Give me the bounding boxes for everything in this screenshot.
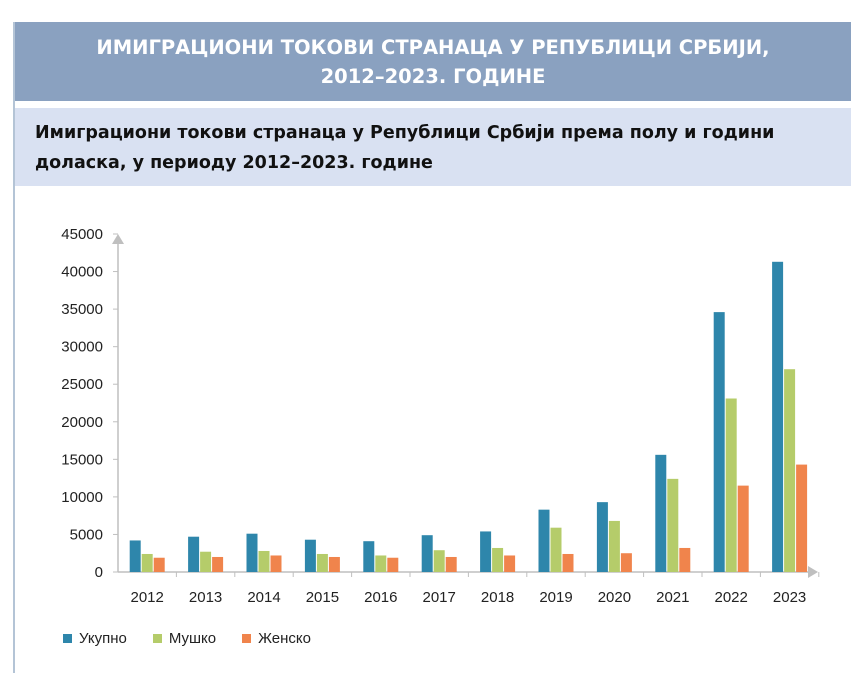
bar-3-2018 — [504, 555, 516, 572]
page-title-line2: 2012–2023. ГОДИНЕ — [320, 65, 546, 88]
x-tick-label: 2012 — [131, 589, 164, 606]
bar-2-2021 — [667, 478, 679, 572]
x-tick-label: 2016 — [364, 589, 397, 606]
bar-1-2017 — [421, 535, 433, 572]
bar-2-2019 — [550, 527, 562, 572]
bar-3-2017 — [445, 556, 457, 572]
bar-2-2015 — [316, 553, 328, 572]
chart-subtitle-box: Имиграциони токови странаца у Републици … — [15, 108, 851, 186]
y-tick-label: 45000 — [61, 226, 103, 243]
bar-1-2020 — [596, 502, 608, 572]
x-tick-label: 2015 — [306, 589, 339, 606]
x-tick-label: 2021 — [656, 589, 689, 606]
bar-2-2023 — [784, 369, 796, 572]
x-tick-label: 2020 — [598, 589, 631, 606]
legend-label: Женско — [258, 630, 311, 647]
bar-3-2021 — [679, 547, 691, 572]
bar-3-2023 — [796, 464, 808, 572]
y-tick-label: 25000 — [61, 376, 103, 393]
y-tick-label: 20000 — [61, 414, 103, 431]
chart-subtitle-line2: доласка, у периоду 2012–2023. године — [35, 153, 433, 173]
legend-swatch — [152, 634, 162, 643]
x-tick-label: 2023 — [773, 589, 806, 606]
y-tick-label: 0 — [95, 564, 103, 581]
bar-3-2013 — [212, 556, 224, 572]
x-tick-label: 2022 — [715, 589, 748, 606]
bar-1-2014 — [246, 533, 258, 572]
y-tick-label: 30000 — [61, 339, 103, 356]
bar-2-2012 — [141, 553, 153, 572]
bar-1-2021 — [655, 454, 667, 572]
bar-2-2016 — [375, 555, 387, 572]
x-tick-label: 2014 — [247, 589, 280, 606]
x-tick-label: 2013 — [189, 589, 222, 606]
bar-2-2013 — [200, 551, 212, 572]
page-title-banner: ИМИГРАЦИОНИ ТОКОВИ СТРАНАЦА У РЕПУБЛИЦИ … — [15, 22, 851, 101]
bar-3-2019 — [562, 553, 574, 572]
x-axis-arrow — [808, 566, 818, 578]
x-tick-label: 2019 — [539, 589, 572, 606]
x-tick-label: 2017 — [423, 589, 456, 606]
y-tick-label: 40000 — [61, 264, 103, 281]
legend-item-3: Женско — [242, 630, 311, 647]
bar-3-2022 — [737, 485, 749, 572]
legend-item-1: Укупно — [63, 630, 127, 647]
bar-1-2019 — [538, 509, 550, 572]
chart-legend: Укупно Мушко Женско — [63, 630, 311, 647]
bar-1-2016 — [363, 541, 375, 572]
legend-label: Укупно — [79, 630, 127, 647]
bar-3-2012 — [153, 557, 165, 572]
bar-2-2022 — [725, 398, 737, 572]
bar-3-2014 — [270, 555, 282, 572]
bar-2-2017 — [433, 550, 445, 572]
bar-1-2015 — [304, 539, 316, 572]
bar-2-2020 — [608, 520, 620, 572]
y-tick-label: 5000 — [70, 526, 103, 543]
y-axis-arrow — [112, 234, 124, 244]
bar-1-2018 — [480, 531, 492, 572]
chart-subtitle-line1: Имиграциони токови странаца у Републици … — [35, 123, 775, 143]
left-border-line — [13, 22, 15, 673]
legend-label: Мушко — [168, 630, 217, 647]
y-tick-label: 35000 — [61, 301, 103, 318]
page-title-line1: ИМИГРАЦИОНИ ТОКОВИ СТРАНАЦА У РЕПУБЛИЦИ … — [96, 36, 770, 59]
y-tick-label: 15000 — [61, 451, 103, 468]
bar-1-2023 — [772, 261, 784, 572]
bar-2-2018 — [492, 547, 504, 572]
bar-1-2022 — [713, 312, 725, 572]
bar-3-2015 — [328, 556, 340, 572]
legend-item-2: Мушко — [152, 630, 217, 647]
x-tick-label: 2018 — [481, 589, 514, 606]
bar-1-2013 — [188, 536, 200, 572]
legend-swatch — [63, 634, 72, 643]
bar-1-2012 — [129, 540, 141, 572]
legend-swatch — [242, 634, 252, 643]
y-tick-label: 10000 — [61, 489, 103, 506]
bar-3-2016 — [387, 557, 399, 572]
bar-3-2020 — [620, 553, 632, 572]
bar-2-2014 — [258, 550, 270, 572]
